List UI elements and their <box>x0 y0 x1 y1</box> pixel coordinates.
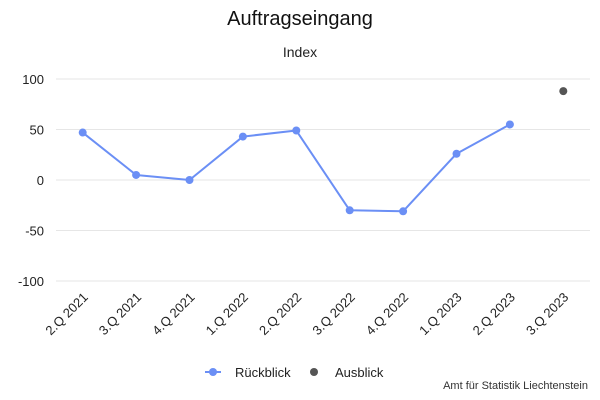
x-tick-label: 3.Q 2022 <box>309 290 357 338</box>
data-point[interactable] <box>238 132 247 141</box>
legend-label: Ausblick <box>335 365 384 380</box>
x-tick-label: 4.Q 2021 <box>149 290 197 338</box>
data-point[interactable] <box>185 176 194 184</box>
y-tick-label: 100 <box>22 72 44 87</box>
data-point[interactable] <box>345 206 354 215</box>
chart-title: Auftragseingang <box>227 8 373 30</box>
legend-item[interactable]: Rückblick <box>205 365 291 380</box>
data-point[interactable] <box>78 128 87 137</box>
series-ausblick <box>559 87 568 96</box>
y-tick-label: 0 <box>37 173 44 188</box>
y-tick-label: -50 <box>25 224 44 239</box>
y-tick-label: 50 <box>30 123 44 138</box>
legend-marker <box>310 368 318 376</box>
legend-label: Rückblick <box>235 365 291 380</box>
data-point[interactable] <box>452 149 461 158</box>
x-tick-label: 4.Q 2022 <box>363 290 411 338</box>
chart-subtitle: Index <box>282 44 318 60</box>
data-point[interactable] <box>292 126 301 135</box>
x-tick-label: 2.Q 2022 <box>256 290 304 338</box>
x-tick-label: 1.Q 2023 <box>416 290 464 338</box>
x-tick-label: 2.Q 2023 <box>470 290 518 338</box>
x-tick-label: 3.Q 2023 <box>523 290 571 338</box>
x-tick-label: 3.Q 2021 <box>96 290 144 338</box>
x-tick-label: 2.Q 2021 <box>42 290 90 338</box>
data-point[interactable] <box>132 170 141 179</box>
data-point[interactable] <box>505 120 514 129</box>
legend[interactable]: Rückblick Ausblick <box>205 365 384 380</box>
x-tick-label: 1.Q 2022 <box>203 290 251 338</box>
series-group <box>78 87 568 216</box>
y-tick-label: -100 <box>18 274 44 289</box>
data-point[interactable] <box>399 207 408 216</box>
x-axis: 2.Q 2021 3.Q 2021 4.Q 2021 1.Q 2022 2.Q 2022… <box>42 290 571 338</box>
gridlines <box>56 78 590 282</box>
y-axis: -100 -50 0 50 100 <box>18 72 44 289</box>
legend-marker <box>209 368 217 376</box>
credits-text: Amt für Statistik Liechtenstein <box>443 380 588 392</box>
data-point[interactable] <box>559 87 568 96</box>
legend-item[interactable]: Ausblick <box>310 365 384 380</box>
series-rueckblick <box>78 120 514 216</box>
series-line <box>82 123 511 213</box>
